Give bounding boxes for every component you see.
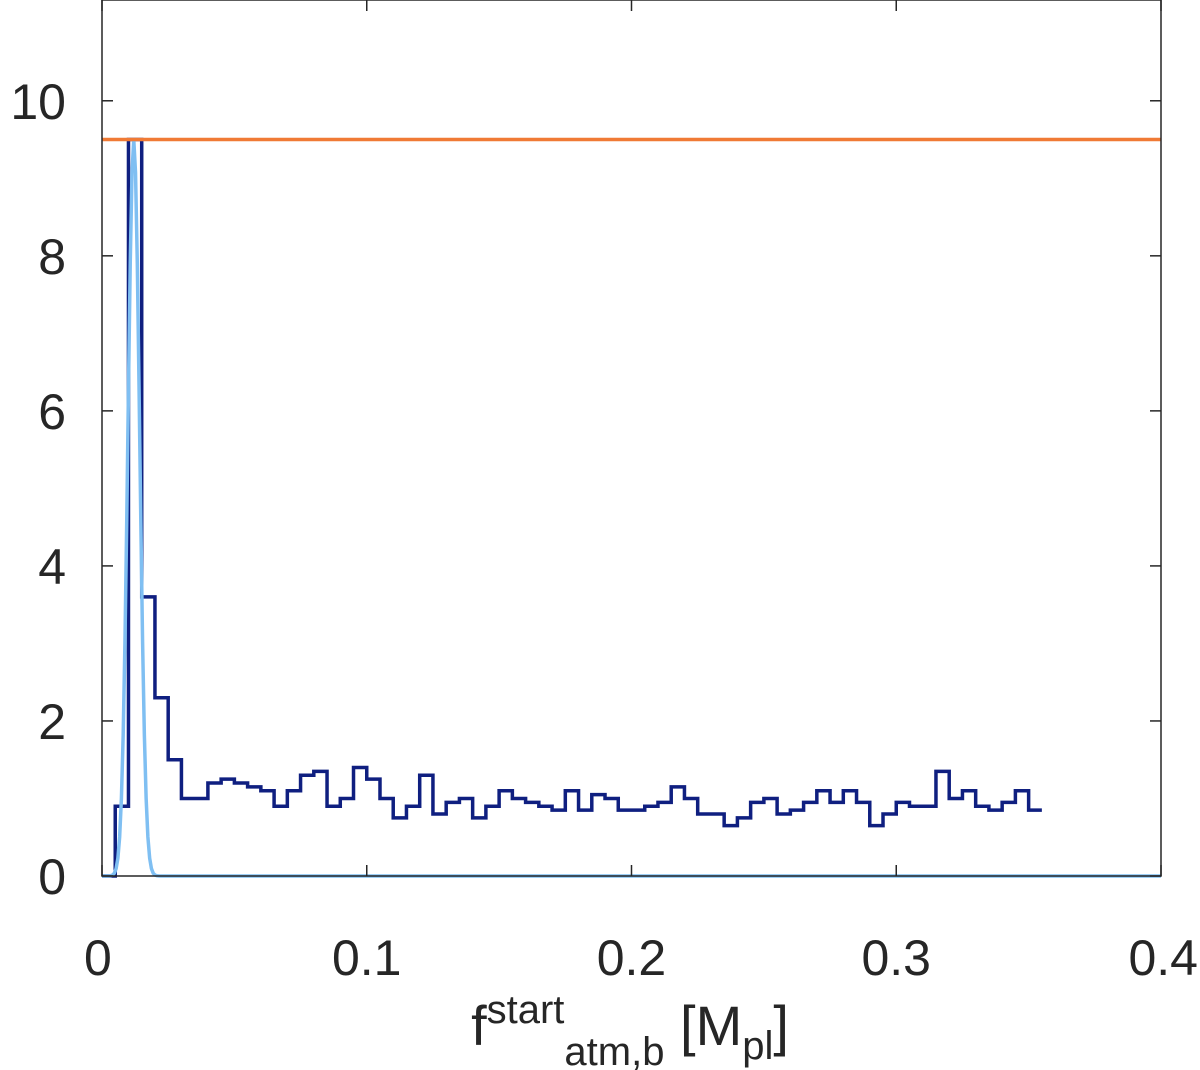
x-axis-label: fstartatm,b [Mpl] [471, 988, 789, 1070]
x-axis-label-subscript: atm,b [564, 1030, 664, 1070]
x-axis-label-unit-close: ] [773, 994, 789, 1057]
y-tick-label: 8 [38, 229, 66, 285]
y-tick-label: 6 [38, 384, 66, 440]
x-tick-label: 0.1 [332, 930, 402, 986]
y-tick-label: 10 [10, 74, 66, 130]
histogram-series-line [102, 137, 1042, 878]
x-axis-label-unit-open: [M [664, 994, 742, 1057]
x-tick-label: 0.2 [597, 930, 667, 986]
x-tick-label: 0.3 [861, 930, 931, 986]
y-tick-label: 4 [38, 539, 66, 595]
y-tick-label: 0 [38, 849, 66, 905]
y-tick-label: 2 [38, 694, 66, 750]
x-axis-label-unit-subscript: pl [742, 1024, 773, 1068]
x-tick-label: 0.4 [1128, 930, 1198, 986]
ticks-layer: 0 0.1 0.2 0.3 0.4 0 2 4 6 8 10 [10, 0, 1198, 986]
x-tick-label: 0 [84, 930, 112, 986]
x-axis-label-superscript: start [487, 988, 565, 1032]
x-axis-label-base: f [471, 994, 487, 1057]
